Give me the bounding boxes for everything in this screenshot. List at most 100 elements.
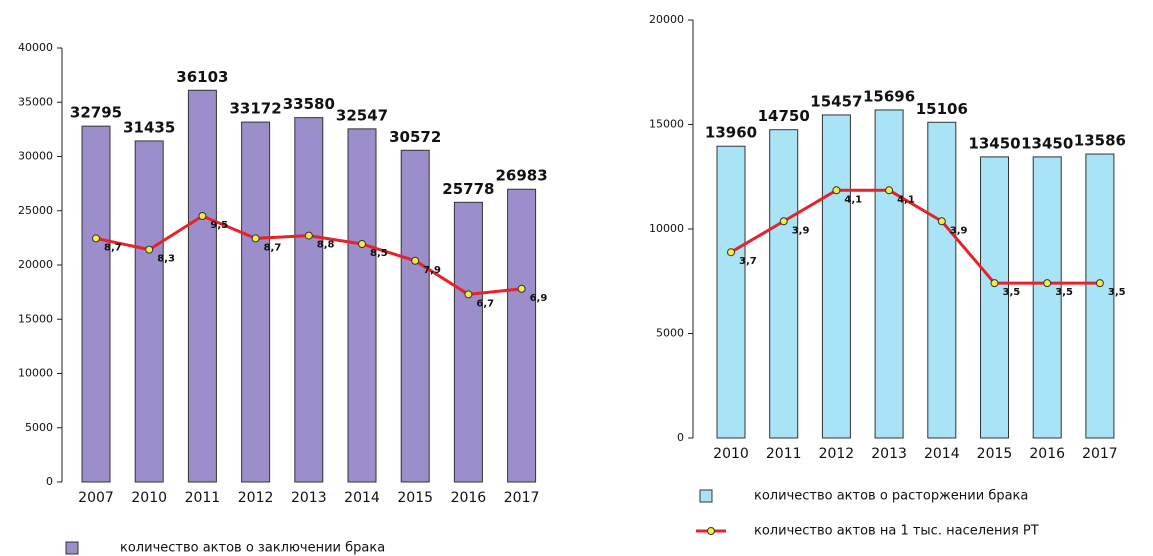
- line-point: [304, 231, 313, 240]
- legend-point: [707, 527, 715, 535]
- line-point: [358, 240, 366, 248]
- line-value-label: 3,5: [1003, 287, 1021, 298]
- bar: [294, 117, 324, 483]
- bar: [347, 128, 377, 483]
- bar: [821, 114, 851, 439]
- bar-value-label: 14750: [758, 107, 810, 125]
- y-tick-label: 40000: [18, 41, 53, 54]
- line-point: [885, 186, 894, 195]
- bar: [927, 121, 957, 439]
- line-value-label: 8,7: [264, 242, 282, 253]
- y-tick-label: 5000: [25, 421, 53, 434]
- line-point: [92, 234, 100, 243]
- line-value-label: 3,5: [1055, 287, 1073, 298]
- line-point: [1095, 279, 1104, 288]
- line-value-label: 3,5: [1108, 287, 1126, 298]
- line-value-label: 9,5: [210, 220, 228, 231]
- line-point: [937, 217, 946, 226]
- bar: [1085, 153, 1115, 439]
- line-point: [727, 248, 735, 257]
- line-point: [990, 279, 999, 288]
- x-tick-label: 2010: [713, 446, 749, 462]
- legend-swatch: [699, 489, 713, 503]
- x-tick-label: 2010: [131, 490, 167, 506]
- line-value-label: 3,9: [950, 225, 968, 236]
- bar-value-label: 15696: [863, 87, 915, 105]
- bar: [81, 125, 111, 483]
- x-tick-label: 2012: [238, 490, 274, 506]
- legend-swatch: [65, 541, 79, 555]
- bar: [453, 201, 483, 483]
- line-point: [251, 234, 260, 243]
- line-point: [832, 186, 841, 195]
- bar-value-label: 33580: [283, 95, 335, 113]
- x-tick-label: 2007: [78, 490, 114, 506]
- y-tick-label: 10000: [18, 367, 53, 380]
- bar-value-label: 25778: [442, 180, 494, 198]
- line-value-label: 3,7: [739, 256, 757, 267]
- line-value-label: 8,5: [370, 248, 388, 259]
- line-value-label: 3,9: [792, 225, 810, 236]
- line-point: [517, 284, 526, 293]
- bar-value-label: 13450: [1021, 134, 1073, 152]
- bar-value-label: 15457: [810, 92, 862, 110]
- y-tick-label: 20000: [649, 13, 684, 26]
- bar-value-label: 30572: [389, 128, 441, 146]
- line-value-label: 7,9: [423, 265, 441, 276]
- bar-value-label: 36103: [176, 68, 228, 86]
- line: [730, 188, 1100, 285]
- bar: [980, 156, 1009, 439]
- bar: [187, 89, 217, 483]
- x-tick-label: 2012: [819, 446, 855, 462]
- bar-value-label: 33172: [230, 100, 282, 118]
- y-tick-label: 35000: [18, 95, 53, 108]
- line-point: [1043, 279, 1052, 288]
- line-point: [198, 212, 207, 220]
- line-value-label: 8,8: [317, 240, 335, 251]
- legend-label: количество актов на 1 тыс. населения РТ: [754, 524, 1039, 539]
- legend-label: количество актов о расторжении брака: [754, 489, 1028, 504]
- bar: [769, 129, 799, 439]
- x-tick-label: 2011: [766, 446, 802, 462]
- y-tick-label: 25000: [18, 204, 53, 217]
- x-tick-label: 2013: [291, 490, 327, 506]
- y-tick-label: 5000: [656, 327, 684, 340]
- bar: [400, 149, 430, 483]
- line-value-label: 6,7: [476, 298, 494, 309]
- bar: [716, 145, 746, 439]
- line-point: [779, 217, 788, 226]
- bar-value-label: 32795: [70, 104, 122, 122]
- x-tick-label: 2014: [344, 490, 380, 506]
- line-value-label: 6,9: [530, 293, 548, 304]
- x-tick-label: 2011: [185, 490, 221, 506]
- bar-value-label: 26983: [496, 167, 548, 185]
- line-point: [464, 290, 473, 299]
- bar: [507, 188, 537, 483]
- x-tick-label: 2013: [871, 446, 907, 462]
- line-value-label: 4,1: [844, 194, 862, 205]
- y-tick-label: 20000: [18, 258, 53, 271]
- bar: [241, 121, 271, 483]
- x-tick-label: 2016: [1029, 446, 1065, 462]
- line-value-label: 8,3: [157, 254, 175, 265]
- bar: [1032, 156, 1062, 439]
- legend-label: количество актов о заключении брака: [120, 541, 385, 556]
- bar: [134, 140, 164, 483]
- y-tick-label: 15000: [649, 118, 684, 131]
- bar-value-label: 15106: [916, 100, 968, 118]
- x-tick-label: 2014: [924, 446, 960, 462]
- y-tick-label: 0: [46, 475, 53, 488]
- line-point: [145, 245, 154, 254]
- x-tick-label: 2015: [397, 490, 433, 506]
- y-tick-label: 10000: [649, 222, 684, 235]
- y-tick-label: 15000: [18, 312, 53, 325]
- bar-value-label: 32547: [336, 106, 388, 124]
- x-tick-label: 2016: [451, 490, 487, 506]
- line-point: [411, 256, 420, 265]
- bar-value-label: 31435: [123, 118, 175, 136]
- y-tick-label: 0: [677, 431, 684, 444]
- bar-value-label: 13586: [1074, 132, 1126, 150]
- y-tick-label: 30000: [18, 150, 53, 163]
- line-value-label: 4,1: [897, 194, 915, 205]
